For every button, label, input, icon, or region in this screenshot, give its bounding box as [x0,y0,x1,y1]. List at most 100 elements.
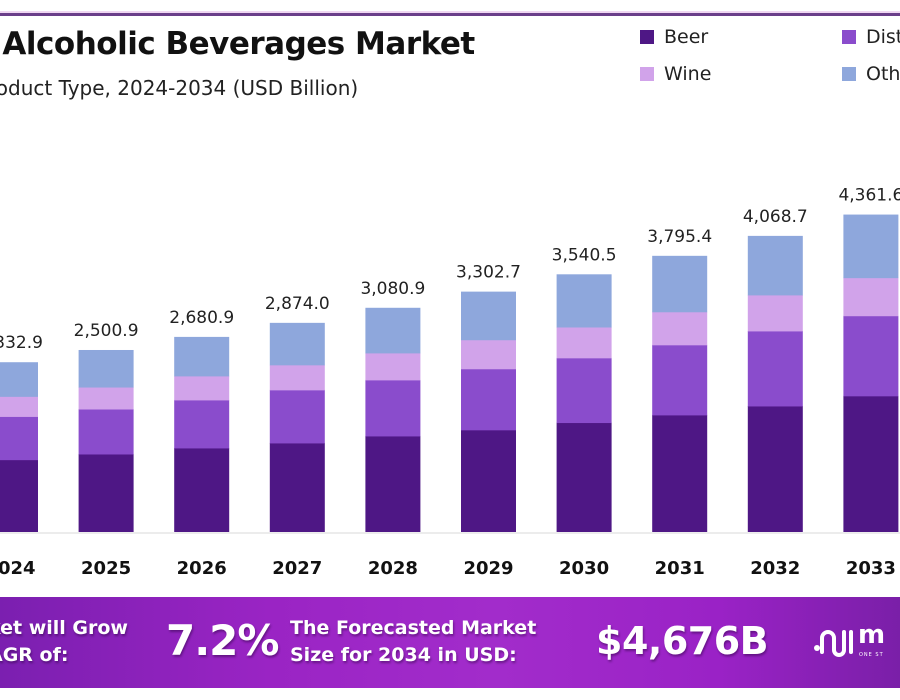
bar-segment-wine-2024 [0,396,38,417]
bar-segment-others-2026 [174,336,230,377]
bar-segment-others-2027 [269,322,325,366]
legend-item-distilled: Dist [842,26,900,48]
bar-segment-others-2025 [78,349,134,388]
bar-segment-beer-2025 [78,453,134,532]
bar-segment-wine-2030 [556,326,612,359]
x-tick-label-2025: 2025 [81,558,131,579]
x-tick-label-2031: 2031 [655,558,705,579]
market-size-value: $4,676B [596,619,769,663]
bar-segment-wine-2025 [78,387,134,410]
total-label-2031: 3,795.4 [647,227,712,247]
legend-label: Oth [866,63,900,85]
bar-segment-others-2024 [0,362,38,397]
bar-group-2031 [652,255,708,532]
total-label-2026: 2,680.9 [169,308,234,328]
brand-logo: m ONE ST [812,620,900,662]
bar-group-2030 [556,274,612,532]
x-tick-label-2029: 2029 [463,558,513,579]
forecast-caption: The Forecasted Market Size for 2034 in U… [290,615,536,669]
stacked-bar-chart: 2,332.9 2024 2,500.9 2025 2,680.9 2026 2,874.0… [0,186,900,579]
brand-logo-tagline: ONE ST [859,652,884,658]
total-label-2024: 2,332.9 [0,333,43,353]
brand-logo-text: m [858,620,886,650]
legend-swatch-beer [640,30,654,44]
total-label-2025: 2,500.9 [74,321,139,341]
bar-segment-wine-2033 [843,277,899,317]
bar-segment-others-2031 [652,255,708,313]
total-label-2030: 3,540.5 [552,245,617,265]
x-tick-label-2028: 2028 [368,558,418,579]
bar-group-2026 [174,336,230,532]
brand-logo-icon [814,630,853,657]
legend-swatch-others [842,67,856,81]
cagr-caption-line1: ket will Grow [0,617,128,639]
bar-segment-others-2032 [747,235,803,296]
legend-swatch-wine [640,67,654,81]
x-tick-label-2030: 2030 [559,558,609,579]
x-tick-label-2033: 2033 [846,558,896,579]
cagr-caption: ket will Grow AGR of: [0,615,128,669]
bar-group-2024 [0,362,38,532]
bar-segment-beer-2030 [556,422,612,532]
bar-segment-distilled-spirits-2029 [461,368,516,431]
legend-item-others: Oth [842,63,900,85]
total-label-2033: 4,361.6 [838,186,900,206]
bar-group-2025 [78,349,134,532]
bar-group-2028 [365,307,421,532]
bar-segment-distilled-spirits-2033 [843,315,899,397]
bar-segment-distilled-spirits-2024 [0,416,38,461]
cagr-value: 7.2% [166,616,279,665]
top-rule-highlight [0,11,900,13]
forecast-caption-line1: The Forecasted Market [290,617,537,639]
bar-segment-distilled-spirits-2025 [78,409,134,455]
bar-segment-others-2033 [843,214,899,279]
bar-segment-distilled-spirits-2031 [652,344,708,416]
bar-segment-wine-2031 [652,311,708,346]
total-label-2032: 4,068.7 [743,207,808,227]
bar-segment-wine-2029 [461,339,516,370]
bar-segment-wine-2027 [269,364,325,391]
legend: Beer Dist Wine Oth [640,26,900,106]
bar-group-2032 [747,235,803,532]
top-rule [0,13,900,16]
forecast-caption-line2: Size for 2034 in USD: [290,644,517,666]
x-tick-label-2024: 2024 [0,558,36,579]
x-tick-label-2027: 2027 [272,558,322,579]
bar-segment-wine-2032 [747,294,803,332]
x-tick-label-2032: 2032 [750,558,800,579]
bar-group-2029 [461,291,516,532]
legend-item-wine: Wine [640,63,711,85]
bar-segment-distilled-spirits-2027 [269,389,325,444]
x-tick-label-2026: 2026 [177,558,227,579]
bar-group-2027 [269,322,325,532]
bar-segment-distilled-spirits-2026 [174,399,230,449]
bar-segment-beer-2032 [747,405,803,532]
legend-label: Beer [664,26,709,48]
bar-segment-beer-2026 [174,447,230,532]
bar-segment-beer-2033 [843,395,899,532]
bar-segment-beer-2028 [365,435,421,532]
legend-item-beer: Beer [640,26,708,48]
bar-segment-wine-2026 [174,375,230,401]
bar-segment-distilled-spirits-2030 [556,357,612,424]
chart-subtitle: roduct Type, 2024-2034 (USD Billion) [0,76,359,100]
bar-segment-others-2030 [556,274,612,328]
legend-swatch-distilled [842,30,856,44]
cagr-caption-line2: AGR of: [0,644,69,666]
bar-segment-others-2029 [461,291,516,341]
total-label-2027: 2,874.0 [265,294,330,314]
bar-segment-others-2028 [365,307,421,354]
bar-segment-beer-2027 [269,442,325,532]
chart-title: l Alcoholic Beverages Market [0,26,475,62]
summary-banner: ket will Grow AGR of: 7.2% The Forecaste… [0,597,900,688]
total-label-2029: 3,302.7 [456,263,521,283]
bar-segment-wine-2028 [365,352,421,381]
bar-segment-distilled-spirits-2032 [747,330,803,407]
total-label-2028: 3,080.9 [360,279,425,299]
legend-label: Dist [866,26,900,48]
bar-segment-beer-2029 [461,429,516,532]
bar-segment-beer-2031 [652,414,708,532]
bar-segment-beer-2024 [0,459,38,532]
bar-segment-distilled-spirits-2028 [365,379,421,437]
legend-label: Wine [664,63,712,85]
